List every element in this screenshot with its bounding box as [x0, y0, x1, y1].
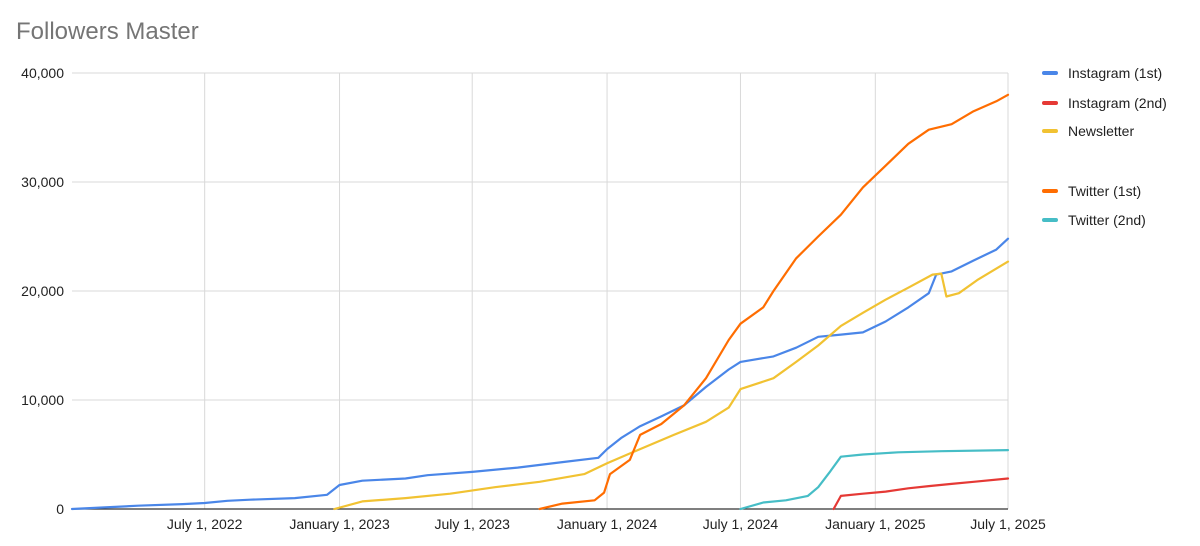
series-line-instagram-2nd — [832, 477, 1010, 511]
legend-label: Instagram (1st) — [1068, 65, 1162, 81]
legend: Instagram (1st) Instagram (2nd) Newsletter… — [1042, 65, 1167, 228]
series-line-newsletter — [333, 260, 1010, 511]
x-tick-label: January 1, 2025 — [825, 516, 926, 532]
x-tick-label: January 1, 2024 — [557, 516, 658, 532]
y-tick-label: 0 — [56, 501, 64, 517]
y-tick-label: 20,000 — [21, 283, 64, 299]
legend-label: Newsletter — [1068, 123, 1134, 139]
y-tick-label: 30,000 — [21, 174, 64, 190]
gridlines — [72, 72, 1009, 509]
x-tick-label: July 1, 2024 — [703, 516, 779, 532]
series-line-twitter-2nd — [739, 449, 1010, 511]
legend-label: Twitter (2nd) — [1068, 212, 1146, 228]
x-tick-label: January 1, 2023 — [289, 516, 390, 532]
y-tick-label: 10,000 — [21, 392, 64, 408]
chart-title: Followers Master — [16, 18, 199, 45]
x-tick-label: July 1, 2025 — [970, 516, 1046, 532]
series-line-instagram-1st — [70, 237, 1010, 511]
series-line-twitter-1st — [538, 93, 1010, 511]
legend-label: Instagram (2nd) — [1068, 95, 1167, 111]
x-tick-label: July 1, 2023 — [434, 516, 510, 532]
y-tick-label: 40,000 — [21, 65, 64, 81]
axes: 0 10,000 20,000 30,000 40,000 July 1, 2022 Jan… — [21, 65, 1046, 532]
legend-label: Twitter (1st) — [1068, 183, 1141, 199]
x-tick-label: July 1, 2022 — [167, 516, 243, 532]
series-lines — [70, 93, 1010, 511]
